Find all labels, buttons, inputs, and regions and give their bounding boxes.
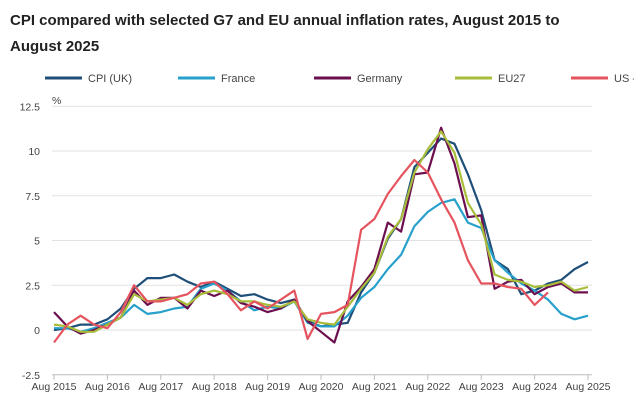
y-tick-label: 7.5 bbox=[25, 191, 40, 203]
legend-label: US - HICP bbox=[614, 73, 634, 85]
y-tick-label: 10 bbox=[28, 146, 40, 158]
series-line-germany bbox=[53, 126, 588, 344]
x-tick-label: Aug 2022 bbox=[405, 381, 450, 393]
x-tick-label: Aug 2024 bbox=[512, 381, 557, 393]
legend-label: Germany bbox=[357, 73, 403, 85]
x-tick-label: Aug 2021 bbox=[352, 381, 397, 393]
y-axis-unit: % bbox=[52, 95, 61, 107]
x-tick-label: Aug 2015 bbox=[32, 381, 77, 393]
legend-label: France bbox=[221, 73, 255, 85]
y-tick-label: -2.5 bbox=[22, 370, 40, 382]
x-tick-label: Aug 2020 bbox=[299, 381, 344, 393]
y-tick-label: 12.5 bbox=[20, 101, 41, 113]
y-tick-label: 5 bbox=[34, 236, 40, 248]
y-tick-label: 2.5 bbox=[25, 280, 40, 292]
x-tick-label: Aug 2025 bbox=[566, 381, 611, 393]
series-line-france bbox=[54, 198, 589, 333]
legend-label: EU27 bbox=[498, 73, 526, 85]
x-tick-label: Aug 2019 bbox=[245, 381, 290, 393]
x-tick-label: Aug 2016 bbox=[85, 381, 130, 393]
series-line-cpi-uk- bbox=[53, 137, 589, 332]
x-tick-label: Aug 2018 bbox=[192, 381, 237, 393]
legend-label: CPI (UK) bbox=[88, 73, 132, 85]
y-tick-label: 0 bbox=[34, 325, 40, 337]
series-line-us-hicp bbox=[53, 158, 549, 344]
series-line-eu27 bbox=[53, 130, 589, 333]
x-tick-label: Aug 2023 bbox=[459, 381, 504, 393]
chart-title: CPI compared with selected G7 and EU ann… bbox=[10, 12, 560, 55]
x-tick-label: Aug 2017 bbox=[138, 381, 183, 393]
